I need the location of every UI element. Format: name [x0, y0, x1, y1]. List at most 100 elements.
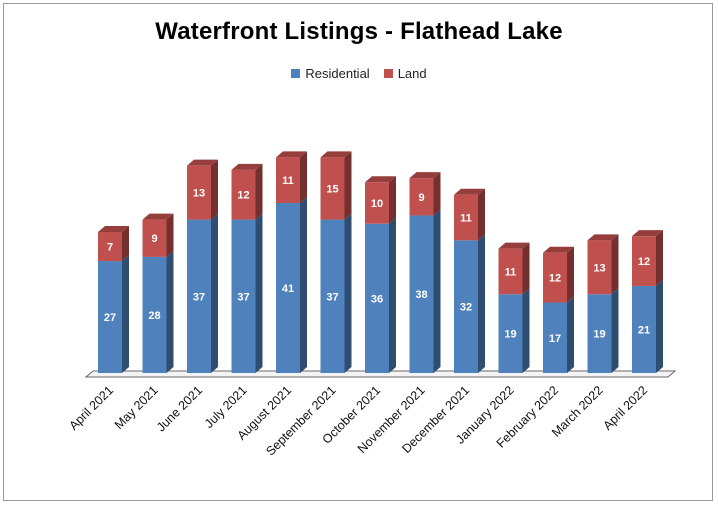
bar-top-land-10	[543, 246, 574, 253]
data-label-land-0: 7	[107, 242, 113, 254]
data-label-land-2: 13	[193, 188, 205, 200]
data-label-land-3: 12	[237, 190, 249, 202]
bar-side-residential-5	[344, 213, 352, 373]
legend-swatch-residential	[291, 69, 301, 78]
bar-side-land-0	[122, 226, 129, 262]
bar-side-residential-8	[478, 234, 485, 373]
x-tick-label-2: June 2021	[154, 383, 205, 434]
bar-side-land-10	[567, 246, 574, 303]
bar-side-land-5	[344, 151, 352, 220]
bar-top-land-4	[276, 151, 307, 158]
bar-side-land-9	[522, 242, 530, 295]
legend-item-residential: Residential	[291, 66, 370, 81]
bar-side-residential-3	[255, 213, 263, 373]
bar-side-residential-2	[211, 213, 218, 373]
bar-top-land-2	[187, 159, 218, 166]
bar-side-land-2	[211, 159, 218, 220]
bar-residential-4	[276, 203, 300, 373]
bar-top-land-6	[365, 176, 396, 183]
bar-top-land-9	[498, 242, 530, 249]
data-label-land-8: 11	[460, 213, 472, 225]
data-label-land-12: 12	[638, 256, 650, 268]
bar-residential-11	[587, 294, 612, 373]
bar-land-8	[454, 194, 478, 241]
bar-top-land-12	[632, 230, 663, 237]
bar-side-residential-9	[522, 288, 530, 373]
x-tick-label-12: April 2022	[600, 383, 650, 433]
data-label-residential-12: 21	[638, 324, 650, 336]
legend-swatch-land	[383, 69, 393, 78]
bar-top-land-3	[231, 163, 263, 170]
x-tick-label-0: April 2021	[66, 383, 116, 433]
data-label-residential-5: 37	[326, 291, 338, 303]
data-label-residential-8: 32	[460, 302, 472, 314]
bar-side-residential-12	[656, 279, 663, 373]
bar-residential-2	[187, 219, 211, 373]
bar-side-land-7	[433, 172, 441, 216]
bar-side-land-12	[656, 230, 663, 286]
bar-top-land-5	[320, 151, 352, 158]
chart-legend: Residential Land	[0, 66, 718, 81]
bar-land-4	[276, 157, 300, 203]
bar-side-residential-6	[389, 217, 396, 373]
bar-residential-9	[498, 294, 523, 373]
bar-residential-6	[365, 223, 389, 373]
data-label-residential-1: 28	[148, 310, 160, 322]
data-label-residential-0: 27	[104, 312, 116, 324]
bar-land-2	[187, 165, 211, 220]
bar-side-land-3	[255, 163, 263, 220]
data-label-land-4: 11	[282, 175, 294, 187]
data-label-land-11: 13	[593, 262, 605, 274]
data-label-residential-7: 38	[415, 289, 427, 301]
bar-land-12	[632, 236, 656, 286]
bar-residential-7	[409, 215, 434, 373]
data-label-land-5: 15	[326, 183, 338, 195]
bar-residential-1	[142, 256, 167, 373]
data-label-land-6: 10	[371, 198, 383, 210]
bar-side-residential-7	[433, 209, 441, 373]
chart-title: Waterfront Listings - Flathead Lake	[155, 18, 563, 45]
bar-side-residential-0	[122, 255, 129, 373]
bar-top-land-7	[409, 172, 441, 179]
bar-top-land-1	[142, 213, 174, 220]
bar-land-5	[320, 157, 345, 220]
bar-side-land-6	[389, 176, 396, 224]
bar-side-residential-1	[166, 250, 174, 373]
bar-side-residential-4	[300, 197, 307, 373]
legend-label-residential: Residential	[305, 66, 370, 81]
legend-item-land: Land	[383, 66, 427, 81]
bar-land-0	[98, 232, 122, 262]
bar-land-3	[231, 169, 256, 220]
bar-side-land-8	[478, 188, 485, 241]
bar-side-residential-10	[567, 296, 574, 373]
bar-land-9	[498, 248, 523, 295]
legend-label-land: Land	[397, 66, 427, 81]
bar-residential-3	[231, 219, 256, 373]
bar-side-land-4	[300, 151, 307, 203]
bar-side-residential-11	[611, 288, 619, 373]
data-label-residential-9: 19	[504, 329, 516, 341]
bar-residential-8	[454, 240, 478, 373]
bar-land-6	[365, 182, 389, 224]
bar-land-1	[142, 219, 167, 257]
bar-land-7	[409, 178, 434, 216]
bar-top-land-8	[454, 188, 485, 195]
data-label-land-7: 9	[418, 192, 424, 204]
data-label-residential-11: 19	[593, 329, 605, 341]
data-label-land-9: 11	[505, 266, 517, 278]
bar-residential-12	[632, 285, 656, 373]
data-label-residential-4: 41	[282, 283, 294, 295]
data-label-residential-6: 36	[371, 293, 383, 305]
bar-residential-10	[543, 302, 567, 373]
data-label-residential-2: 37	[193, 291, 205, 303]
bar-side-land-1	[166, 213, 174, 257]
bar-top-land-0	[98, 226, 129, 233]
data-label-land-1: 9	[151, 233, 157, 245]
data-label-residential-10: 17	[549, 333, 561, 345]
bar-land-10	[543, 252, 567, 303]
data-label-residential-3: 37	[237, 291, 249, 303]
bar-residential-0	[98, 261, 122, 373]
data-label-land-10: 12	[549, 273, 561, 285]
bar-residential-5	[320, 219, 345, 373]
